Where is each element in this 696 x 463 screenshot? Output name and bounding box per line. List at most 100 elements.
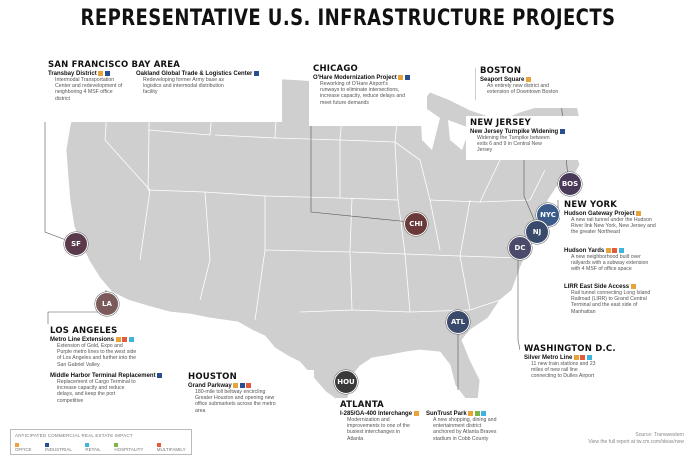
project-desc: Rail tunnel connecting Long Island Railr… — [571, 290, 651, 315]
project-name: SunTrust Park — [426, 411, 467, 418]
industrial-impact-icon — [559, 129, 565, 134]
region-title: WASHINGTON D.C. — [524, 344, 616, 354]
project-name: Hudson Yards — [564, 248, 605, 255]
multifamily-impact-icon — [246, 383, 252, 388]
project-name: Seaport Square — [480, 77, 525, 84]
project-item: Seaport Square An entirely new district … — [480, 77, 575, 95]
project-name: LIRR East Side Access — [564, 284, 630, 291]
project-name: Metro Line Extensions — [50, 337, 115, 344]
pin-la[interactable]: LA — [95, 292, 119, 316]
retail-impact-icon — [586, 355, 592, 360]
project-desc: Replacement of Cargo Terminal to increas… — [57, 379, 136, 404]
project-desc: Intermodal Transportation Center and red… — [55, 77, 123, 102]
project-item: Grand Parkway 180-mile toll beltway enci… — [188, 383, 304, 414]
pin-hou[interactable]: HOU — [334, 370, 358, 394]
project-name: New Jersey Turnpike Widening — [470, 129, 559, 136]
legend-item-retail: RETAIL — [85, 442, 106, 452]
hospitality-swatch-icon — [114, 442, 119, 447]
office-impact-icon — [468, 411, 474, 416]
hospitality-impact-icon — [474, 411, 480, 416]
source-note: Source: Transwestern View the full repor… — [588, 432, 684, 446]
multifamily-impact-icon — [580, 355, 586, 360]
project-desc: Redeveloping former Army base as logisti… — [143, 77, 225, 96]
project-desc: Widening the Turnpike between exits 6 an… — [477, 135, 550, 154]
office-impact-icon — [233, 383, 239, 388]
project-item: Transbay District Intermodal Transportat… — [48, 71, 126, 102]
industrial-impact-icon — [104, 71, 110, 76]
office-impact-icon — [413, 411, 419, 416]
project-desc: A new neighborhood built over railyards … — [571, 254, 649, 273]
project-name: Oakland Global Trade & Logistics Center — [136, 71, 253, 78]
project-desc: An entirely new district and extension o… — [487, 83, 559, 96]
office-impact-icon — [115, 337, 121, 342]
retail-impact-icon — [618, 248, 624, 253]
source-line: Source: Transwestern — [635, 432, 684, 438]
multifamily-impact-icon — [122, 337, 128, 342]
legend-title: ANTICIPATED COMMERCIAL REAL ESTATE IMPAC… — [15, 433, 133, 438]
office-impact-icon — [636, 211, 642, 216]
office-impact-icon — [98, 71, 104, 76]
project-item: Metro Line Extensions Extension of Gold,… — [50, 337, 174, 368]
region-sf: SAN FRANCISCO BAY AREA Transbay District… — [44, 58, 282, 122]
legend-item-hospitality: HOSPITALITY — [114, 442, 148, 452]
project-name: I-285/GA-400 Interchange — [340, 411, 413, 418]
retail-swatch-icon — [85, 442, 90, 447]
project-name: Grand Parkway — [188, 383, 232, 390]
region-houston: HOUSTON Grand Parkway 180-mile toll belt… — [184, 370, 314, 426]
industrial-impact-icon — [253, 71, 259, 76]
source-link[interactable]: View the full report at tw.cm.com/ideas/… — [588, 439, 684, 445]
project-desc: Extension of Gold, Expo and Purple metro… — [57, 343, 137, 368]
industrial-impact-icon — [157, 373, 163, 378]
project-name: Middle Harbor Terminal Replacement — [50, 373, 156, 380]
region-atlanta: ATLANTA I-285/GA-400 Interchange Moderni… — [336, 398, 514, 460]
region-boston: BOSTON Seaport Square An entirely new di… — [476, 64, 584, 108]
office-impact-icon — [605, 248, 611, 253]
pin-bos[interactable]: BOS — [558, 172, 582, 196]
project-desc: 180-mile toll beltway encircling Greater… — [195, 389, 276, 414]
project-name: O'Hare Modernization Project — [313, 75, 397, 82]
multifamily-impact-icon — [612, 248, 618, 253]
region-title: SAN FRANCISCO BAY AREA — [48, 60, 181, 70]
project-item: Silver Metro Line 11 new train stations … — [524, 355, 628, 380]
region-title: ATLANTA — [340, 400, 384, 410]
project-item: Hudson Gateway Project A new rail tunnel… — [564, 211, 686, 236]
project-item: Middle Harbor Terminal Replacement Repla… — [50, 373, 174, 404]
legend-item-multifamily: MULTIFAMILY — [156, 442, 191, 452]
pin-atl[interactable]: ATL — [446, 310, 470, 334]
industrial-impact-icon — [239, 383, 245, 388]
region-chicago: CHICAGO O'Hare Modernization Project Rew… — [309, 62, 427, 126]
region-title: LOS ANGELES — [50, 326, 118, 336]
region-ny: NEW YORK Hudson Gateway Project A new ra… — [560, 198, 696, 330]
project-item: Oakland Global Trade & Logistics Center … — [136, 71, 272, 96]
project-desc: Modernization and improvements to one of… — [347, 417, 410, 442]
office-swatch-icon — [15, 442, 19, 447]
project-item: Hudson Yards A new neighborhood built ov… — [564, 248, 686, 273]
region-la: LOS ANGELES Metro Line Extensions Extens… — [46, 324, 184, 418]
pin-chi[interactable]: CHI — [404, 212, 428, 236]
industrial-swatch-icon — [45, 442, 50, 447]
region-dc: WASHINGTON D.C. Silver Metro Line 11 new… — [520, 342, 638, 408]
region-title: BOSTON — [480, 66, 522, 76]
region-title: NEW JERSEY — [470, 118, 531, 128]
office-impact-icon — [630, 284, 636, 289]
project-item: O'Hare Modernization Project Reworking o… — [313, 75, 417, 106]
multifamily-swatch-icon — [156, 442, 161, 447]
legend-item-office: OFFICE — [15, 442, 37, 452]
project-desc: Reworking of O'Hare Airport's runways to… — [320, 81, 405, 106]
pin-sf[interactable]: SF — [64, 232, 88, 256]
legend: ANTICIPATED COMMERCIAL REAL ESTATE IMPAC… — [10, 429, 192, 455]
region-nj: NEW JERSEY New Jersey Turnpike Widening … — [466, 116, 586, 160]
pin-dc[interactable]: DC — [508, 236, 532, 260]
project-name: Transbay District — [48, 71, 97, 78]
project-name: Silver Metro Line — [524, 355, 573, 362]
region-title: NEW YORK — [564, 200, 618, 210]
project-item: LIRR East Side Access Rail tunnel connec… — [564, 284, 686, 315]
retail-impact-icon — [481, 411, 487, 416]
project-item: SunTrust Park A new shopping, dining and… — [426, 411, 506, 442]
office-impact-icon — [525, 77, 531, 82]
project-desc: 11 new train stations and 23 miles of ne… — [531, 361, 596, 380]
project-name: Hudson Gateway Project — [564, 211, 635, 218]
office-impact-icon — [573, 355, 579, 360]
project-item: New Jersey Turnpike Widening Widening th… — [470, 129, 578, 154]
industrial-impact-icon — [404, 75, 410, 80]
